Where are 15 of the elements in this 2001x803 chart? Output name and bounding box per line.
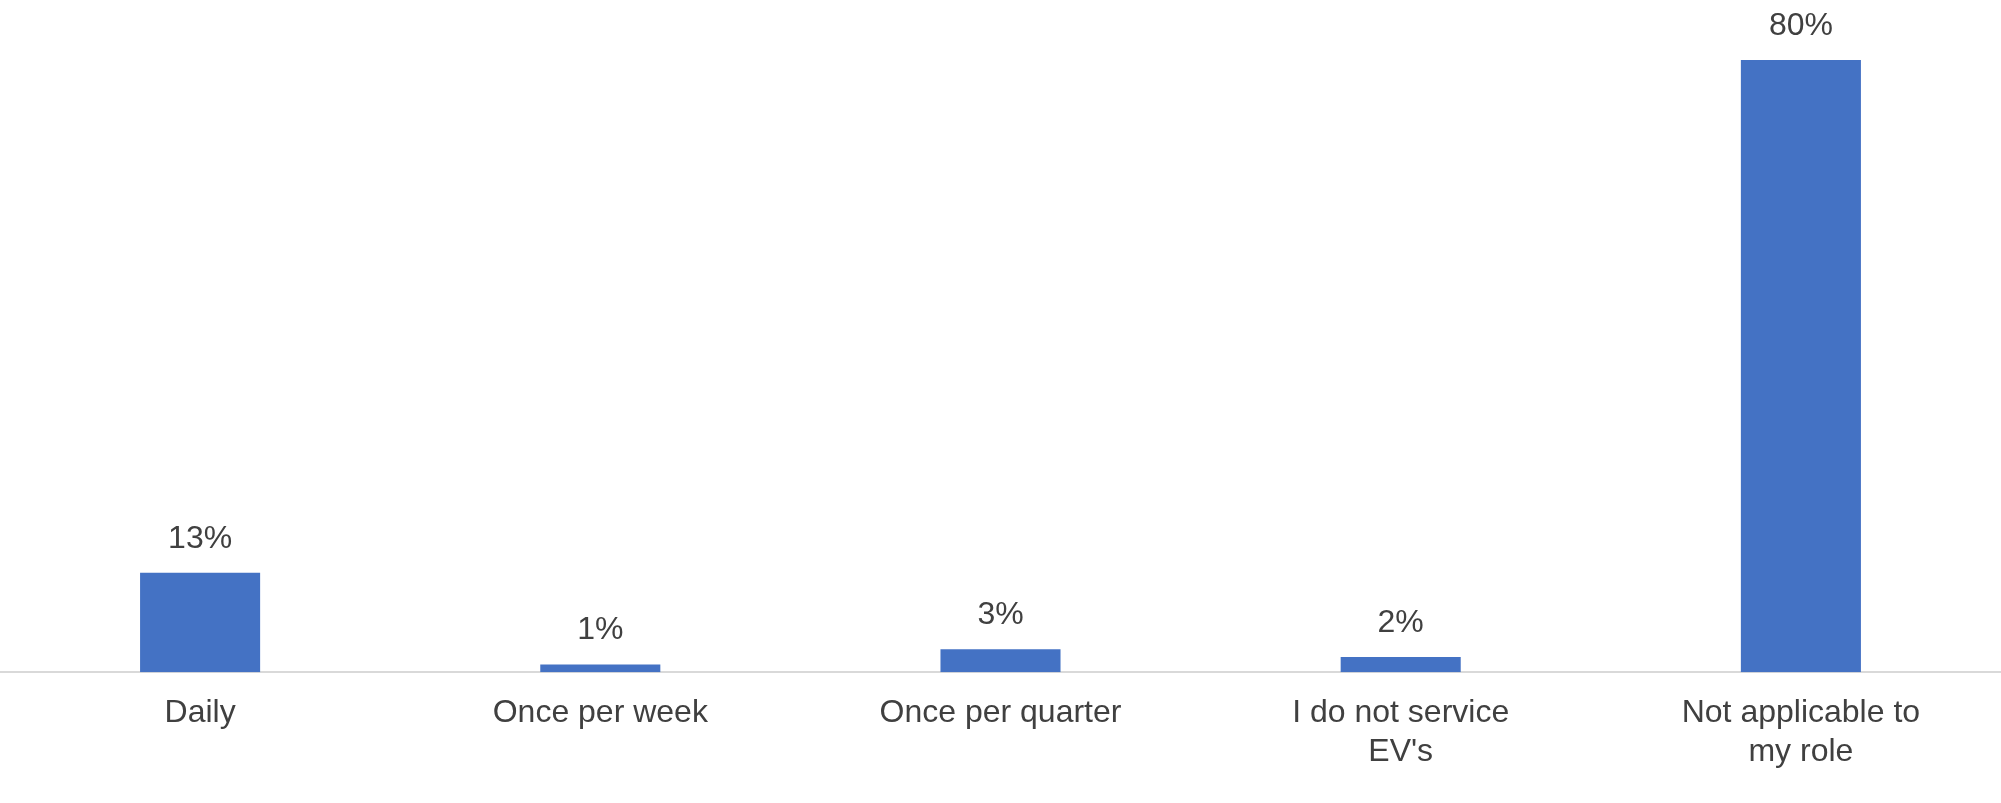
data-label: 80% [1768, 5, 1833, 42]
bar [140, 572, 261, 673]
bar [1340, 656, 1461, 673]
data-label: 2% [1377, 602, 1424, 639]
x-tick-label: Not applicable to my role [1681, 693, 1921, 768]
x-tick-label: Daily [164, 693, 236, 730]
x-tick-label: Once per quarter [879, 693, 1122, 730]
x-tick-label: Once per week [492, 693, 709, 730]
data-label: 13% [168, 518, 233, 555]
data-label: 1% [577, 610, 624, 647]
bar [940, 649, 1061, 673]
bar [540, 664, 661, 673]
data-label: 3% [977, 595, 1024, 632]
x-tick-label: I do not service EV's [1292, 693, 1510, 768]
bar [1740, 60, 1861, 673]
